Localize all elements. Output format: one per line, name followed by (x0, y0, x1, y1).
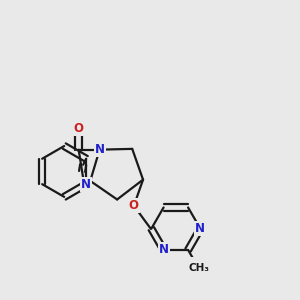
Text: N: N (195, 222, 206, 235)
Text: O: O (129, 199, 139, 212)
Text: N: N (94, 143, 105, 156)
Text: O: O (74, 122, 84, 135)
Text: N: N (159, 243, 169, 256)
Text: N: N (81, 178, 91, 191)
Text: CH₃: CH₃ (188, 263, 209, 274)
